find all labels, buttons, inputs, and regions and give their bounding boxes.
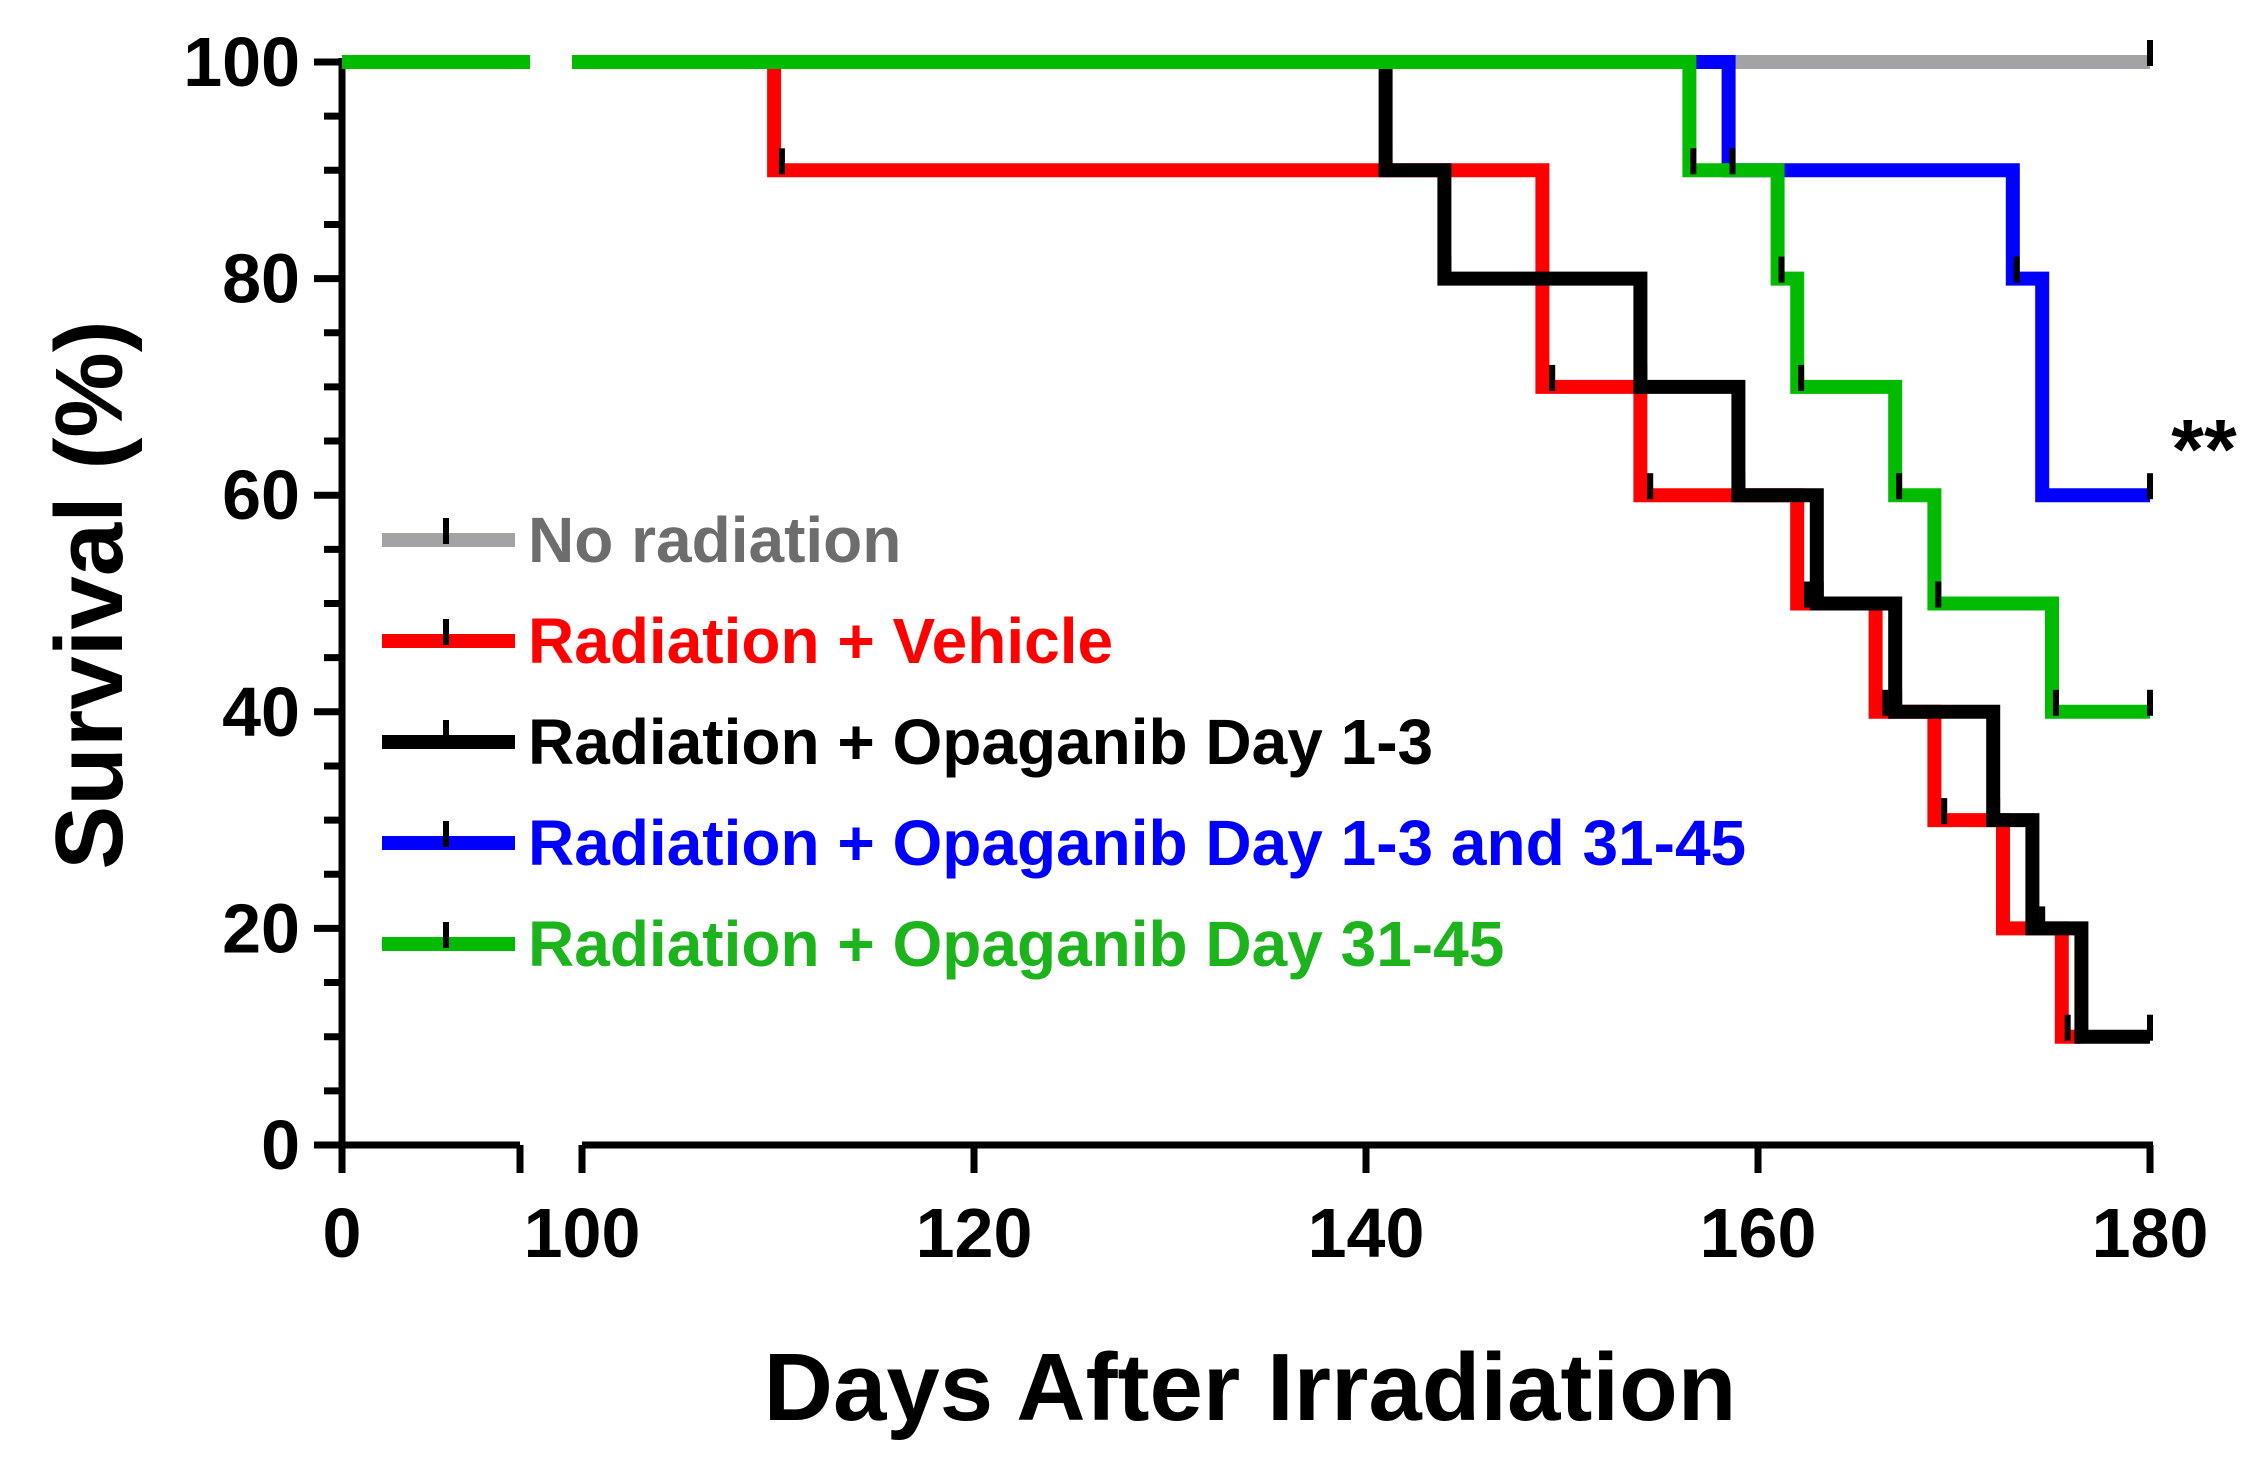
x-tick-label: 180 (2092, 1194, 2209, 1272)
series-line-4 (342, 55, 2150, 503)
y-axis-title: Survival (%) (36, 320, 143, 870)
y-tick-label: 80 (222, 240, 300, 318)
axes: 0 20 40 60 80 100 0 100 120 140 160 180 (183, 23, 2208, 1272)
x-axis-title: Days After Irradiation (764, 1334, 1737, 1441)
series-lines (342, 55, 2150, 1044)
legend-label-4: Radiation + Opaganib Day 1-3 and 31-45 (528, 807, 1746, 879)
legend-label-5: Radiation + Opaganib Day 31-45 (528, 908, 1504, 980)
series-line-5 (342, 55, 2150, 719)
axis-labels: Days After Irradiation Survival (%) (36, 320, 1736, 1441)
y-tick-label: 60 (222, 456, 300, 534)
legend-label-1: No radiation (528, 504, 901, 576)
legend-label-3: Radiation + Opaganib Day 1-3 (528, 706, 1433, 778)
y-tick-label: 0 (261, 1106, 300, 1184)
y-tick-label: 20 (222, 889, 300, 967)
x-tick-label: 100 (524, 1194, 641, 1272)
x-tick-label: 140 (1308, 1194, 1425, 1272)
annotations: ** (2171, 402, 2237, 496)
y-tick-label: 100 (183, 23, 300, 101)
legend-label-2: Radiation + Vehicle (528, 605, 1113, 677)
x-tick-label: 0 (323, 1194, 362, 1272)
significance-annotation: ** (2171, 402, 2237, 496)
censor-marks (778, 40, 2153, 1041)
y-tick-label: 40 (222, 673, 300, 751)
x-tick-label: 160 (1700, 1194, 1817, 1272)
x-tick-label: 120 (916, 1194, 1033, 1272)
legend: No radiation Radiation + Vehicle Radiation… (382, 504, 1746, 980)
